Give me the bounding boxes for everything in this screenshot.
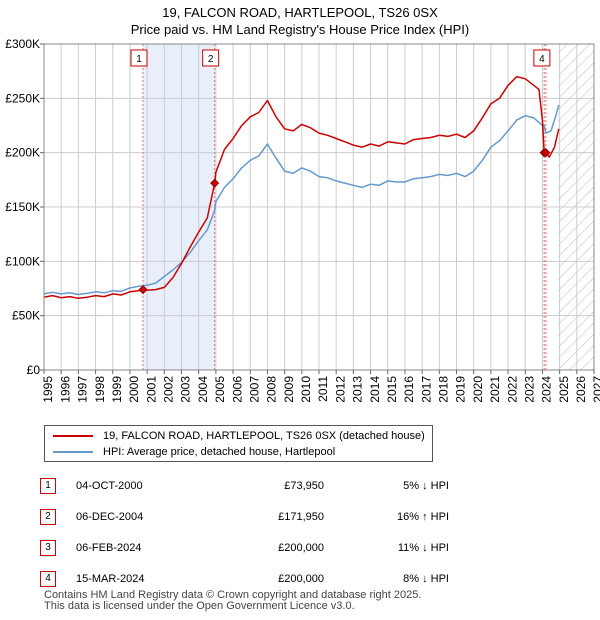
x-tick-label: 2023 xyxy=(522,376,536,403)
sale-label-text: 1 xyxy=(136,54,142,65)
x-tick-label: 2009 xyxy=(282,376,296,403)
sale-number-badge: 2 xyxy=(40,508,56,525)
sale-point-marker xyxy=(541,148,551,158)
x-tick-label: 1997 xyxy=(76,376,90,403)
sale-hpi-diff: 16% ↑ HPI xyxy=(397,510,449,523)
x-tick-label: 2021 xyxy=(488,376,502,403)
table-row: 2 06-DEC-2004 £171,950 16% ↑ HPI xyxy=(0,501,449,532)
sale-label-text: 4 xyxy=(539,54,545,65)
sale-date: 06-FEB-2024 xyxy=(76,541,142,554)
x-tick-label: 2007 xyxy=(247,376,261,403)
legend-item-hpi: HPI: Average price, detached house, Hart… xyxy=(53,445,335,459)
sale-label-text: 2 xyxy=(208,54,214,65)
sale-price: £73,950 xyxy=(284,479,324,492)
y-tick-label: £200K xyxy=(5,146,40,160)
legend-swatch-hpi xyxy=(53,451,93,454)
x-tick-label: 2014 xyxy=(368,376,382,403)
sale-price: £200,000 xyxy=(278,572,324,585)
x-tick-label: 2012 xyxy=(333,376,347,403)
x-tick-label: 2001 xyxy=(144,376,158,403)
legend-label-hpi: HPI: Average price, detached house, Hart… xyxy=(103,446,336,458)
x-tick-label: 1995 xyxy=(41,376,55,403)
table-row: 4 15-MAR-2024 £200,000 8% ↓ HPI xyxy=(0,563,449,594)
x-tick-label: 2008 xyxy=(265,376,279,403)
hpi-series-line xyxy=(44,104,560,296)
sale-hpi-diff: 8% ↓ HPI xyxy=(403,572,449,585)
x-tick-label: 2026 xyxy=(574,376,588,403)
x-tick-label: 2016 xyxy=(402,376,416,403)
x-tick-label: 2000 xyxy=(127,376,141,403)
y-tick-label: £0 xyxy=(27,363,41,377)
footer: Contains HM Land Registry data © Crown c… xyxy=(44,590,421,612)
sale-date: 04-OCT-2000 xyxy=(76,479,143,492)
x-tick-label: 2025 xyxy=(557,376,571,403)
x-tick-label: 2018 xyxy=(437,376,451,403)
sale-price: £200,000 xyxy=(278,541,324,554)
chart-title-line1: 19, FALCON ROAD, HARTLEPOOL, TS26 0SX xyxy=(162,5,438,20)
x-tick-label: 2017 xyxy=(419,376,433,403)
table-row: 1 04-OCT-2000 £73,950 5% ↓ HPI xyxy=(0,470,449,501)
x-tick-label: 1998 xyxy=(93,376,107,403)
x-tick-label: 2013 xyxy=(351,376,365,403)
sale-date: 06-DEC-2004 xyxy=(76,510,144,523)
footer-licence: This data is licensed under the Open Gov… xyxy=(44,600,355,612)
sale-number-badge: 1 xyxy=(40,477,56,494)
sales-table: 1 04-OCT-2000 £73,950 5% ↓ HPI 2 06-DEC-… xyxy=(0,470,449,594)
sale-hpi-diff: 11% ↓ HPI xyxy=(397,541,449,554)
y-tick-label: £50K xyxy=(12,309,40,323)
sale-price: £171,950 xyxy=(278,510,324,523)
property-series-line xyxy=(44,75,560,300)
sale-point-marker xyxy=(138,285,148,295)
y-tick-label: £100K xyxy=(5,254,40,268)
sale-point-marker xyxy=(210,178,220,188)
sale-number-badge: 3 xyxy=(40,539,56,556)
legend-item-property: 19, FALCON ROAD, HARTLEPOOL, TS26 0SX (d… xyxy=(53,429,425,443)
footer-copyright: Contains HM Land Registry data © Crown c… xyxy=(44,589,422,601)
sale-hpi-diff: 5% ↓ HPI xyxy=(403,479,449,492)
table-row: 3 06-FEB-2024 £200,000 11% ↓ HPI xyxy=(0,532,449,563)
legend: 19, FALCON ROAD, HARTLEPOOL, TS26 0SX (d… xyxy=(44,425,433,462)
x-tick-label: 2005 xyxy=(213,376,227,403)
x-tick-label: 2024 xyxy=(540,376,554,403)
x-tick-label: 2022 xyxy=(505,376,519,403)
x-tick-label: 1996 xyxy=(58,376,72,403)
y-tick-label: £300K xyxy=(5,37,40,51)
x-tick-label: 2002 xyxy=(162,376,176,403)
x-tick-label: 2015 xyxy=(385,376,399,403)
x-tick-label: 1999 xyxy=(110,376,124,403)
x-tick-label: 2019 xyxy=(454,376,468,403)
x-tick-label: 2010 xyxy=(299,376,313,403)
x-tick-label: 2011 xyxy=(316,376,330,402)
sale-label-box xyxy=(202,49,220,67)
chart-title: 19, FALCON ROAD, HARTLEPOOL, TS26 0SX Pr… xyxy=(0,4,600,38)
x-tick-label: 2027 xyxy=(591,376,600,403)
legend-swatch-property xyxy=(53,435,93,438)
legend-label-property: 19, FALCON ROAD, HARTLEPOOL, TS26 0SX (d… xyxy=(103,430,425,442)
sale-number-badge: 4 xyxy=(40,570,56,587)
x-tick-label: 2003 xyxy=(179,376,193,403)
x-tick-label: 2006 xyxy=(230,376,244,403)
x-tick-label: 2020 xyxy=(471,376,485,403)
sale-date: 15-MAR-2024 xyxy=(76,572,145,585)
sale-label-box xyxy=(130,49,148,67)
chart-title-line2: Price paid vs. HM Land Registry's House … xyxy=(130,22,470,37)
y-tick-label: £150K xyxy=(5,200,40,214)
y-tick-label: £250K xyxy=(5,91,40,105)
x-tick-label: 2004 xyxy=(196,376,210,403)
sale-label-box xyxy=(533,49,551,67)
